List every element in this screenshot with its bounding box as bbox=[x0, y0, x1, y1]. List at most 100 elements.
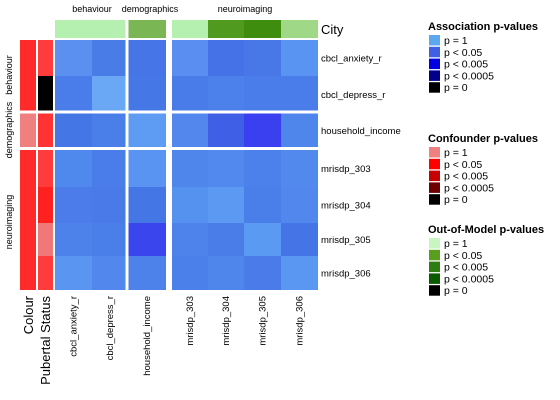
heatmap-cell-cbcl_anxiety_r-mrisdp_304 bbox=[208, 40, 244, 76]
legend-swatch bbox=[429, 35, 440, 46]
heatmap-cell-cbcl_anxiety_r-mrisdp_305 bbox=[244, 40, 281, 76]
row-label: mrisdp_303 bbox=[321, 164, 371, 175]
heatmap-cell-cbcl_anxiety_r-cbcl_depress_r bbox=[92, 40, 128, 76]
legend-item-label: p < 0.05 bbox=[444, 159, 482, 171]
legend-swatch bbox=[429, 261, 440, 273]
legend-swatch bbox=[429, 273, 440, 284]
legend-swatch bbox=[429, 46, 440, 58]
column-label: mrisdp_305 bbox=[258, 296, 269, 346]
legend-item-label: p = 0 bbox=[444, 285, 468, 297]
side-annotations bbox=[20, 40, 53, 290]
legend-item-label: p < 0.005 bbox=[444, 171, 488, 183]
heatmap-cell-mrisdp_303-cbcl_anxiety_r bbox=[55, 150, 92, 187]
city-annotation bbox=[55, 20, 318, 38]
legend-item-label: p < 0.05 bbox=[444, 47, 482, 59]
heatmap-cell-mrisdp_305-household_income bbox=[128, 223, 166, 256]
heatmap-cell-cbcl_depress_r-mrisdp_303 bbox=[172, 76, 208, 113]
heatmap-cell-cbcl_anxiety_r-household_income bbox=[128, 40, 166, 76]
legend-1: Association p-values p = 1p < 0.05 p < 0.0… bbox=[428, 21, 538, 94]
column-label: cbcl_depress_r bbox=[105, 296, 116, 360]
heatmap-cell-mrisdp_305-cbcl_depress_r bbox=[92, 223, 128, 256]
legend-item-label: p < 0.0005 bbox=[444, 70, 494, 82]
heatmap-cell-mrisdp_304-mrisdp_305 bbox=[244, 187, 281, 223]
heatmap-cell-mrisdp_303-mrisdp_304 bbox=[208, 150, 244, 187]
city-cell-cbcl_anxiety_r bbox=[55, 20, 92, 38]
pubertal-status-cell-mrisdp_304 bbox=[38, 187, 53, 223]
heatmap-cell-mrisdp_306-cbcl_depress_r bbox=[92, 256, 128, 290]
heatmap-cell-mrisdp_304-cbcl_anxiety_r bbox=[55, 187, 92, 223]
legend-title: Out-of-Model p-values bbox=[428, 224, 544, 236]
heatmap-cell-cbcl_depress_r-mrisdp_305 bbox=[244, 76, 281, 113]
legend-title: Association p-values bbox=[428, 21, 538, 33]
column-label: cbcl_anxiety_r bbox=[69, 296, 80, 357]
heatmap-cell-mrisdp_304-cbcl_depress_r bbox=[92, 187, 128, 223]
heatmap-cell-mrisdp_305-mrisdp_304 bbox=[208, 223, 244, 256]
legend-item-label: p = 0 bbox=[444, 194, 468, 206]
heatmap-cell-mrisdp_303-cbcl_depress_r bbox=[92, 150, 128, 187]
column-label: mrisdp_303 bbox=[185, 296, 196, 346]
legend-item-label: p < 0.005 bbox=[444, 262, 488, 274]
heatmap-cell-mrisdp_303-mrisdp_305 bbox=[244, 150, 281, 187]
left-group-label: neuroimaging bbox=[4, 195, 14, 250]
heatmap-cell-mrisdp_304-household_income bbox=[128, 187, 166, 223]
colour-cell-mrisdp_304 bbox=[20, 187, 36, 223]
pubertal-status-cell-mrisdp_306 bbox=[38, 256, 53, 290]
heatmap-cell-mrisdp_306-cbcl_anxiety_r bbox=[55, 256, 92, 290]
pubertal-status-cell-cbcl_depress_r bbox=[38, 76, 53, 113]
legend-item-label: p = 0 bbox=[444, 82, 468, 94]
heatmap-cell-mrisdp_306-mrisdp_304 bbox=[208, 256, 244, 290]
city-cell-mrisdp_303 bbox=[172, 20, 208, 38]
heatmap-cell-household_income-mrisdp_306 bbox=[281, 113, 318, 148]
left-group-label: behaviour bbox=[4, 55, 14, 95]
heatmap-cell-mrisdp_306-mrisdp_305 bbox=[244, 256, 281, 290]
heatmap-cell-mrisdp_303-mrisdp_303 bbox=[172, 150, 208, 187]
top-group-label: neuroimaging bbox=[218, 4, 273, 14]
legend-swatch bbox=[429, 158, 440, 170]
column-label: household_income bbox=[142, 296, 153, 376]
legend-swatch bbox=[429, 170, 440, 182]
pubertal-status-cell-household_income bbox=[38, 113, 53, 148]
legend-title: Confounder p-values bbox=[428, 133, 538, 145]
heatmap-cell-mrisdp_303-mrisdp_306 bbox=[281, 150, 318, 187]
row-label: cbcl_depress_r bbox=[321, 90, 385, 101]
legend-swatch bbox=[429, 285, 440, 296]
column-label: mrisdp_304 bbox=[221, 296, 232, 346]
legend-swatch bbox=[429, 147, 440, 158]
legend-swatch bbox=[429, 249, 440, 261]
legend-item-label: p < 0.0005 bbox=[444, 273, 494, 285]
colour-cell-cbcl_depress_r bbox=[20, 76, 36, 113]
city-cell-mrisdp_305 bbox=[244, 20, 281, 38]
heatmap-cell-household_income-mrisdp_304 bbox=[208, 113, 244, 148]
column-label: mrisdp_306 bbox=[295, 296, 306, 346]
heatmap-cell-mrisdp_305-mrisdp_306 bbox=[281, 223, 318, 256]
axis-labels: behaviour demographics neuroimaging behavio… bbox=[4, 4, 401, 385]
city-cell-household_income bbox=[128, 20, 166, 38]
heatmap-cell-household_income-household_income bbox=[128, 113, 166, 148]
row-label: mrisdp_306 bbox=[321, 269, 371, 280]
top-group-label: behaviour bbox=[72, 4, 112, 14]
row-label: mrisdp_305 bbox=[321, 235, 371, 246]
legend-swatch bbox=[429, 194, 440, 205]
heatmap-cell-cbcl_depress_r-cbcl_anxiety_r bbox=[55, 76, 92, 113]
pubertal-status-cell-mrisdp_303 bbox=[38, 150, 53, 187]
legend-swatch bbox=[429, 70, 440, 81]
heatmap-cell-cbcl_anxiety_r-mrisdp_303 bbox=[172, 40, 208, 76]
colour-cell-mrisdp_306 bbox=[20, 256, 36, 290]
side-annotation-label: Pubertal Status bbox=[38, 296, 53, 385]
heatmap-cell-mrisdp_304-mrisdp_303 bbox=[172, 187, 208, 223]
heatmap-cell-household_income-cbcl_depress_r bbox=[92, 113, 128, 148]
heatmap-cell-mrisdp_305-mrisdp_305 bbox=[244, 223, 281, 256]
heatmap-cells bbox=[55, 40, 318, 290]
legend-item-label: p = 1 bbox=[444, 35, 468, 47]
city-cell-cbcl_depress_r bbox=[92, 20, 128, 38]
heatmap-cell-cbcl_anxiety_r-cbcl_anxiety_r bbox=[55, 40, 92, 76]
left-group-label: demographics bbox=[4, 101, 14, 158]
heatmap-cell-mrisdp_304-mrisdp_306 bbox=[281, 187, 318, 223]
side-annotation-label: Colour bbox=[21, 295, 36, 334]
heatmap-cell-cbcl_depress_r-cbcl_depress_r bbox=[92, 76, 128, 113]
top-group-label: demographics bbox=[122, 4, 179, 14]
heatmap-cell-mrisdp_305-mrisdp_303 bbox=[172, 223, 208, 256]
